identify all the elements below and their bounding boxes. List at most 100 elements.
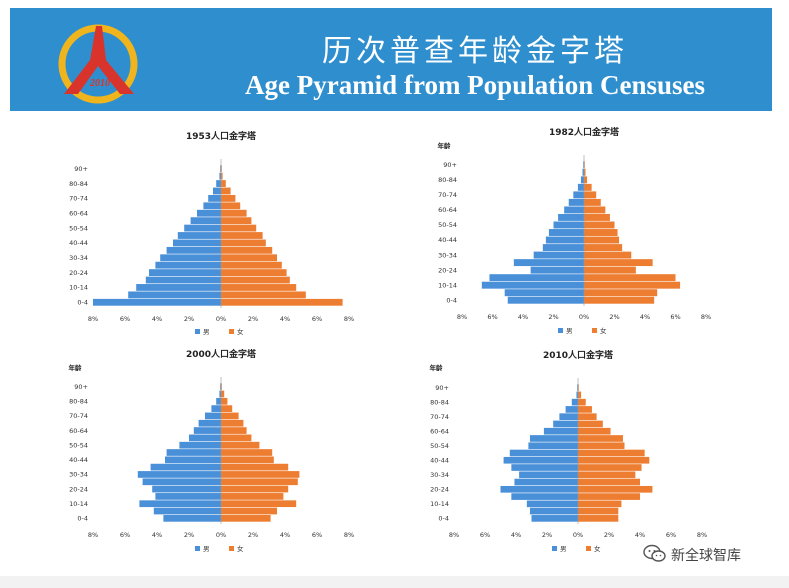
bar-female [221, 405, 233, 412]
bar-female [578, 485, 653, 493]
bar-male [568, 198, 584, 206]
bar-male [153, 507, 221, 515]
bar-female [584, 198, 601, 206]
x-tick-label: 0% [216, 315, 226, 323]
bar-female [584, 274, 676, 282]
x-tick-label: 8% [449, 531, 459, 539]
bar-male [219, 390, 221, 398]
bar-male [177, 232, 221, 239]
bar-female [221, 471, 300, 478]
bar-male [542, 244, 585, 252]
bar-female [578, 391, 582, 399]
legend-label: 女 [594, 544, 601, 553]
x-tick-label: 6% [120, 315, 130, 323]
x-tick-label: 6% [120, 531, 130, 539]
bar-male [198, 419, 221, 427]
bar-male [139, 500, 221, 508]
bar-female [221, 261, 282, 269]
bar-female [221, 172, 223, 180]
chart-title: 1953人口金字塔 [186, 130, 257, 142]
bar-male [553, 221, 584, 229]
bar-female [578, 449, 645, 457]
bar-male [573, 191, 584, 199]
bar-male [530, 266, 585, 274]
bar-male [220, 383, 221, 391]
bar-female [578, 515, 619, 522]
age-tick-label: 50-54 [69, 224, 88, 232]
bar-male [519, 471, 578, 479]
bottom-strip [0, 576, 789, 588]
bar-female [221, 165, 222, 173]
x-tick-label: 8% [701, 313, 711, 321]
bar-female [221, 232, 263, 239]
age-tick-label: 70-74 [69, 412, 88, 420]
bar-female [578, 398, 586, 406]
age-tick-label: 80-84 [69, 180, 88, 188]
bar-female [221, 224, 257, 232]
bar-male [93, 298, 221, 306]
bar-female [584, 229, 618, 236]
x-tick-label: 6% [312, 315, 322, 323]
legend-label: 男 [203, 328, 210, 336]
bar-male [558, 213, 585, 221]
age-tick-label: 20-24 [438, 266, 457, 274]
bar-male [219, 172, 221, 180]
bar-male [179, 441, 221, 449]
bar-male [189, 434, 221, 442]
x-tick-label: 6% [480, 531, 490, 539]
bar-male [582, 168, 585, 176]
age-tick-label: 60-64 [438, 206, 457, 214]
wechat-icon [643, 544, 666, 562]
page-title-chinese: 历次普查年龄金字塔 [322, 34, 628, 69]
watermark: 新全球智库 [643, 543, 783, 567]
age-tick-label: 40-44 [438, 236, 457, 244]
bar-male [533, 251, 584, 259]
bar-female [221, 514, 271, 522]
bar-female [221, 194, 236, 202]
bar-male [142, 478, 221, 486]
age-tick-label: 40-44 [430, 456, 449, 464]
bar-male [213, 187, 221, 195]
age-axis-label: 年龄 [438, 141, 452, 150]
bar-female [584, 221, 615, 229]
bar-male [513, 259, 584, 267]
x-tick-label: 4% [280, 315, 290, 323]
age-tick-label: 30-34 [69, 471, 88, 479]
x-tick-label: 0% [573, 531, 583, 539]
x-tick-label: 6% [487, 313, 497, 321]
age-tick-label: 10-14 [69, 500, 88, 508]
bar-male [583, 161, 584, 169]
age-tick-label: 50-54 [69, 441, 88, 449]
x-tick-label: 8% [344, 315, 354, 323]
bar-male [163, 514, 221, 522]
bar-female [584, 206, 606, 214]
chart-title: 2010人口金字塔 [543, 349, 614, 361]
age-tick-label: 20-24 [69, 269, 88, 277]
x-tick-label: 0% [216, 531, 226, 539]
x-tick-label: 8% [88, 315, 98, 323]
bar-male [529, 507, 578, 515]
bar-female [221, 291, 306, 299]
bar-female [578, 420, 603, 428]
bar-female [578, 464, 642, 471]
bar-female [578, 406, 592, 413]
age-tick-label: 20-24 [430, 486, 449, 494]
bar-female [578, 435, 623, 442]
bar-male [137, 471, 221, 478]
bar-male [528, 442, 578, 450]
x-tick-label: 8% [88, 531, 98, 539]
age-tick-label: 0-4 [438, 515, 449, 523]
bar-female [221, 463, 289, 471]
age-tick-label: 70-74 [438, 191, 457, 199]
x-tick-label: 8% [697, 531, 707, 539]
bar-male [193, 427, 221, 434]
x-tick-label: 2% [548, 313, 558, 321]
bar-male [511, 464, 578, 471]
bar-female [584, 213, 610, 221]
x-tick-label: 2% [542, 531, 552, 539]
bar-male [152, 485, 221, 493]
x-tick-label: 4% [635, 531, 645, 539]
age-axis-label: 年龄 [430, 363, 444, 372]
legend-label: 男 [203, 545, 210, 553]
x-tick-label: 4% [640, 313, 650, 321]
